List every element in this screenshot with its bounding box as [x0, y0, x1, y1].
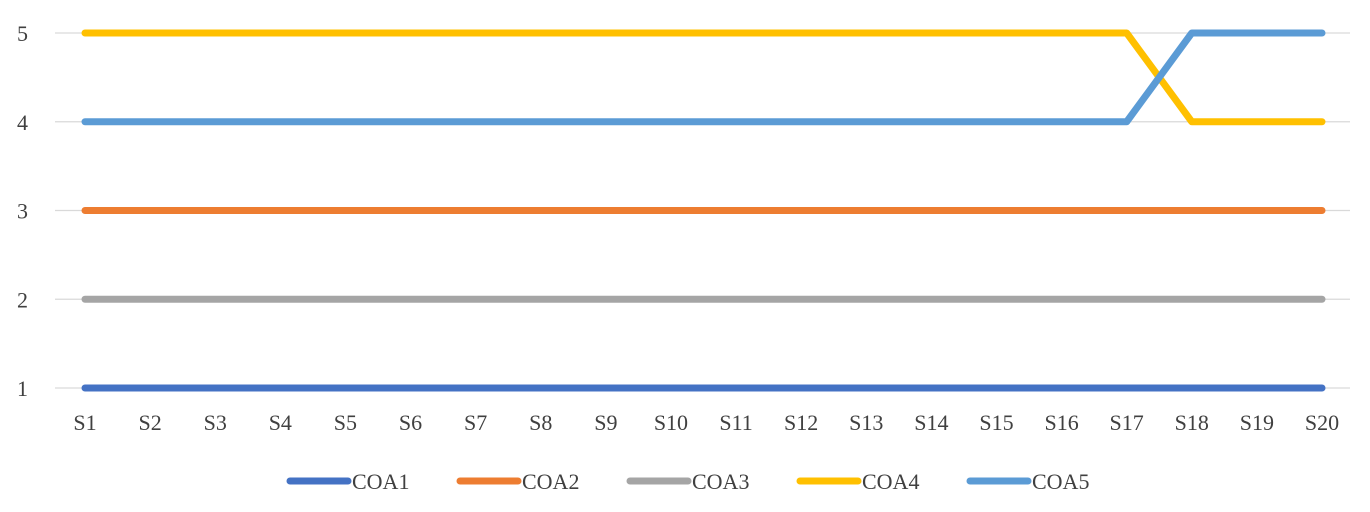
x-tick-label: S11	[719, 410, 752, 435]
x-tick-label: S16	[1044, 410, 1078, 435]
legend-label-coa5: COA5	[1032, 469, 1089, 494]
x-tick-label: S4	[269, 410, 292, 435]
series-lines	[81, 29, 1326, 392]
legend-label-coa1: COA1	[352, 469, 409, 494]
x-tick-label: S18	[1175, 410, 1209, 435]
y-tick-label: 1	[17, 376, 28, 401]
x-tick-label: S15	[979, 410, 1013, 435]
series-line-coa5	[81, 29, 1326, 126]
legend-label-coa3: COA3	[692, 469, 749, 494]
x-tick-label: S12	[784, 410, 818, 435]
y-axis-ticks: 1 2 3 4 5	[17, 21, 28, 401]
y-tick-label: 3	[17, 199, 28, 224]
x-tick-label: S14	[914, 410, 948, 435]
x-tick-label: S5	[334, 410, 357, 435]
x-tick-label: S17	[1110, 410, 1144, 435]
x-tick-label: S1	[73, 410, 96, 435]
y-tick-label: 4	[17, 110, 28, 135]
x-tick-label: S2	[138, 410, 161, 435]
x-tick-label: S7	[464, 410, 487, 435]
x-tick-label: S8	[529, 410, 552, 435]
series-line-coa4	[81, 29, 1326, 126]
x-tick-label: S13	[849, 410, 883, 435]
legend: COA1 COA2 COA3 COA4 COA5	[286, 469, 1089, 494]
y-tick-label: 5	[17, 21, 28, 46]
x-tick-label: S10	[654, 410, 688, 435]
y-tick-label: 2	[17, 287, 28, 312]
legend-label-coa4: COA4	[862, 469, 919, 494]
x-tick-label: S3	[204, 410, 227, 435]
legend-label-coa2: COA2	[522, 469, 579, 494]
x-axis-ticks: S1 S2 S3 S4 S5 S6 S7 S8 S9 S10 S11 S12 S13 S14 S15 S16 S…	[73, 410, 1339, 435]
x-tick-label: S19	[1240, 410, 1274, 435]
x-tick-label: S6	[399, 410, 422, 435]
x-tick-label: S9	[594, 410, 617, 435]
x-tick-label: S20	[1305, 410, 1339, 435]
